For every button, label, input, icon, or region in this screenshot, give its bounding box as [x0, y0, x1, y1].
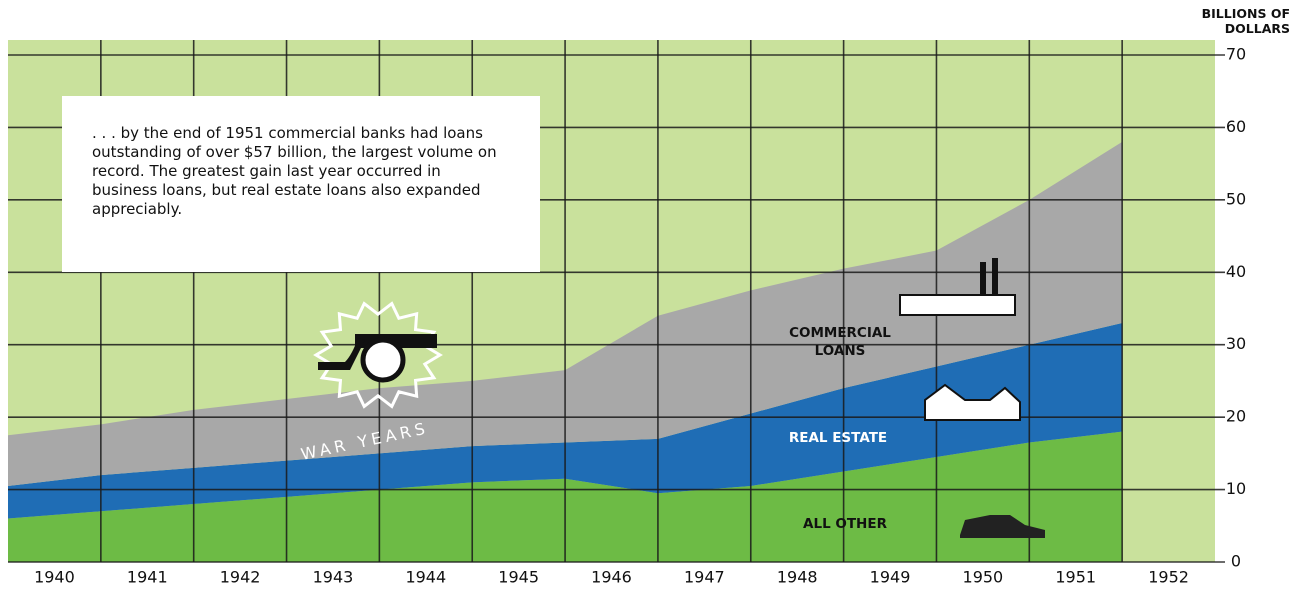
chimney — [980, 262, 986, 295]
y-tick-label: 70 — [1226, 45, 1246, 64]
x-tick-label: 1944 — [405, 568, 446, 587]
x-tick-label: 1941 — [127, 568, 168, 587]
x-tick-label: 1946 — [591, 568, 632, 587]
x-tick-label: 1949 — [870, 568, 911, 587]
burst — [313, 301, 443, 409]
x-tick-label: 1951 — [1055, 568, 1096, 587]
y-tick-label: 50 — [1226, 189, 1246, 208]
y-tick-label: 10 — [1226, 479, 1246, 498]
x-tick-label: 1950 — [963, 568, 1004, 587]
series-label: REAL ESTATE — [789, 430, 887, 446]
y-tick-label: 30 — [1226, 334, 1246, 353]
y-axis-label: BILLIONS OF DOLLARS — [1201, 6, 1290, 36]
x-tick-label: 1942 — [220, 568, 261, 587]
chimney — [992, 258, 998, 295]
x-tick-label: 1940 — [34, 568, 75, 587]
factory — [899, 294, 1016, 316]
series-label: ALL OTHER — [803, 516, 888, 532]
y-tick-label: 40 — [1226, 262, 1246, 281]
house — [924, 383, 1021, 421]
x-tick-label: 1952 — [1148, 568, 1189, 587]
cannon-base — [318, 338, 365, 370]
x-tick-label: 1947 — [684, 568, 725, 587]
x-tick-label: 1943 — [313, 568, 354, 587]
y-tick-label: 20 — [1226, 407, 1246, 426]
car — [960, 515, 1045, 538]
y-tick-label: 60 — [1226, 117, 1246, 136]
cannon-wheel — [360, 337, 406, 383]
series-label: COMMERCIAL LOANS — [789, 325, 891, 359]
y-tick-label: 0 — [1231, 552, 1241, 571]
annotation-box: . . . by the end of 1951 commercial bank… — [62, 96, 540, 272]
x-tick-label: 1945 — [498, 568, 539, 587]
x-tick-label: 1948 — [777, 568, 818, 587]
illustration — [313, 258, 1045, 538]
